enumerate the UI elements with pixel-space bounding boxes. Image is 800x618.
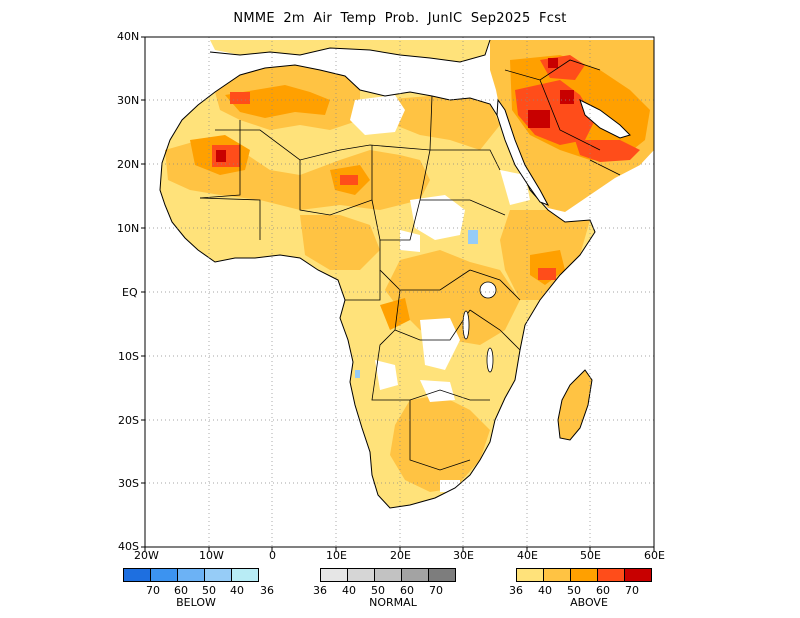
legend-tick: 36: [260, 584, 274, 597]
legend-above-swatch: [570, 568, 598, 582]
legend-normal-swatch: [347, 568, 375, 582]
country-borders: [199, 95, 521, 471]
lat-label-20n: 20N: [117, 158, 140, 171]
legend-tick: 36: [313, 584, 327, 597]
mediterranean-coastline: [209, 39, 491, 63]
legend-below-swatch: [150, 568, 178, 582]
lake-victoria: [479, 281, 497, 299]
europe-landmass: [210, 40, 490, 62]
legend-tick: 36: [509, 584, 523, 597]
legend-tick: 50: [567, 584, 581, 597]
africa-coastline: [159, 64, 596, 509]
arabia-borders: [504, 59, 621, 176]
map-title: NMME 2m Air Temp Prob. JunIC Sep2025 Fcs…: [233, 11, 567, 26]
below-normal-spot: [355, 230, 478, 378]
legend-above-swatch: [597, 568, 625, 582]
legend-below-swatches: [123, 568, 269, 582]
legend-tick: 60: [596, 584, 610, 597]
legend-above-swatches: [516, 568, 662, 582]
gridlines: [145, 37, 654, 547]
legend-normal-swatch: [320, 568, 348, 582]
legend-above-swatch: [516, 568, 544, 582]
lat-label-40s: 40S: [118, 540, 139, 553]
lon-label-0: 0: [269, 549, 276, 562]
legend-tick: 70: [146, 584, 160, 597]
persian-gulf-coastline: [579, 99, 631, 139]
legend-tick: 40: [230, 584, 244, 597]
lon-label-10e: 10E: [326, 549, 347, 562]
legend-normal: 36 40 50 60 70 NORMAL: [313, 568, 466, 609]
legend-normal-swatch: [401, 568, 429, 582]
legend-tick: 50: [202, 584, 216, 597]
legend-below-swatch: [204, 568, 232, 582]
legend-below-swatch: [177, 568, 205, 582]
legend-tick: 40: [538, 584, 552, 597]
above-normal-70-region: [216, 58, 574, 162]
lon-label-60e: 60E: [644, 549, 665, 562]
lon-label-40e: 40E: [517, 549, 538, 562]
legend-normal-swatch: [428, 568, 456, 582]
lon-label-30e: 30E: [453, 549, 474, 562]
lon-label-20w: 20W: [134, 549, 159, 562]
lon-label-10w: 10W: [199, 549, 224, 562]
legend-tick: 50: [371, 584, 385, 597]
legend-below-ticks: 70 60 50 40 36: [123, 584, 274, 598]
legend-below: 70 60 50 40 36 BELOW: [123, 568, 274, 609]
lat-label-10s: 10S: [118, 350, 139, 363]
legend-above: 36 40 50 60 70 ABOVE: [509, 568, 662, 609]
legend-above-label: ABOVE: [570, 596, 608, 609]
legend-above-ticks: 36 40 50 60 70: [509, 584, 662, 598]
lake-malawi: [486, 347, 494, 373]
legend-below-swatch: [123, 568, 151, 582]
lat-label-eq: EQ: [122, 286, 138, 299]
lon-label-50e: 50E: [580, 549, 601, 562]
legend-tick: 70: [625, 584, 639, 597]
legend-tick: 70: [429, 584, 443, 597]
legend-tick: 40: [342, 584, 356, 597]
legend-above-swatch: [543, 568, 571, 582]
legend-normal-ticks: 36 40 50 60 70: [313, 584, 466, 598]
legend-below-label: BELOW: [176, 596, 216, 609]
madagascar: [557, 369, 593, 441]
red-sea-coastline: [496, 98, 550, 206]
lat-label-10n: 10N: [117, 222, 140, 235]
lake-tanganyika: [462, 310, 470, 340]
axis-ticks: [141, 36, 655, 551]
lon-label-20e: 20E: [390, 549, 411, 562]
legend-below-swatch: [231, 568, 259, 582]
legend-tick: 60: [400, 584, 414, 597]
lat-label-20s: 20S: [118, 414, 139, 427]
legend-tick: 60: [174, 584, 188, 597]
lat-label-30s: 30S: [118, 477, 139, 490]
lat-label-30n: 30N: [117, 94, 140, 107]
legend-normal-label: NORMAL: [369, 596, 417, 609]
map-plot-area: [159, 39, 654, 509]
lat-label-40n: 40N: [117, 30, 140, 43]
legend-normal-swatches: [320, 568, 466, 582]
legend-normal-swatch: [374, 568, 402, 582]
legend-above-swatch: [624, 568, 652, 582]
